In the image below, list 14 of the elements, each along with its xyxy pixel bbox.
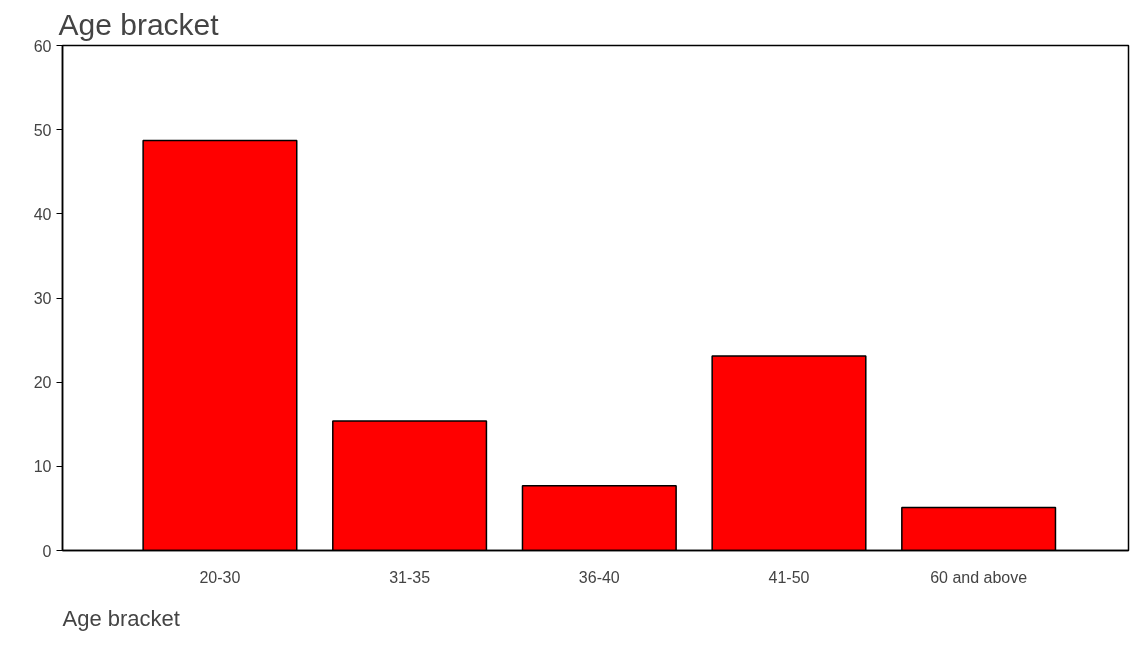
x-tick-label: 60 and above [930, 568, 1028, 586]
y-tick-label: 60 [33, 37, 52, 55]
y-tick-label: 10 [33, 458, 52, 476]
x-tick-label: 36-40 [578, 568, 620, 586]
y-tick-label: 50 [33, 121, 52, 139]
y-tick-label: 20 [33, 374, 52, 392]
chart-title: Age bracket [58, 7, 220, 41]
x-tick-label: 41-50 [768, 568, 810, 586]
x-tick-label: 31-35 [389, 568, 431, 586]
x-axis-title: Age bracket [62, 605, 180, 631]
y-tick-label: 0 [42, 542, 52, 560]
y-tick-label: 30 [33, 290, 52, 307]
y-tick-label: 40 [33, 205, 52, 223]
x-tick-label: 20-30 [199, 568, 241, 586]
